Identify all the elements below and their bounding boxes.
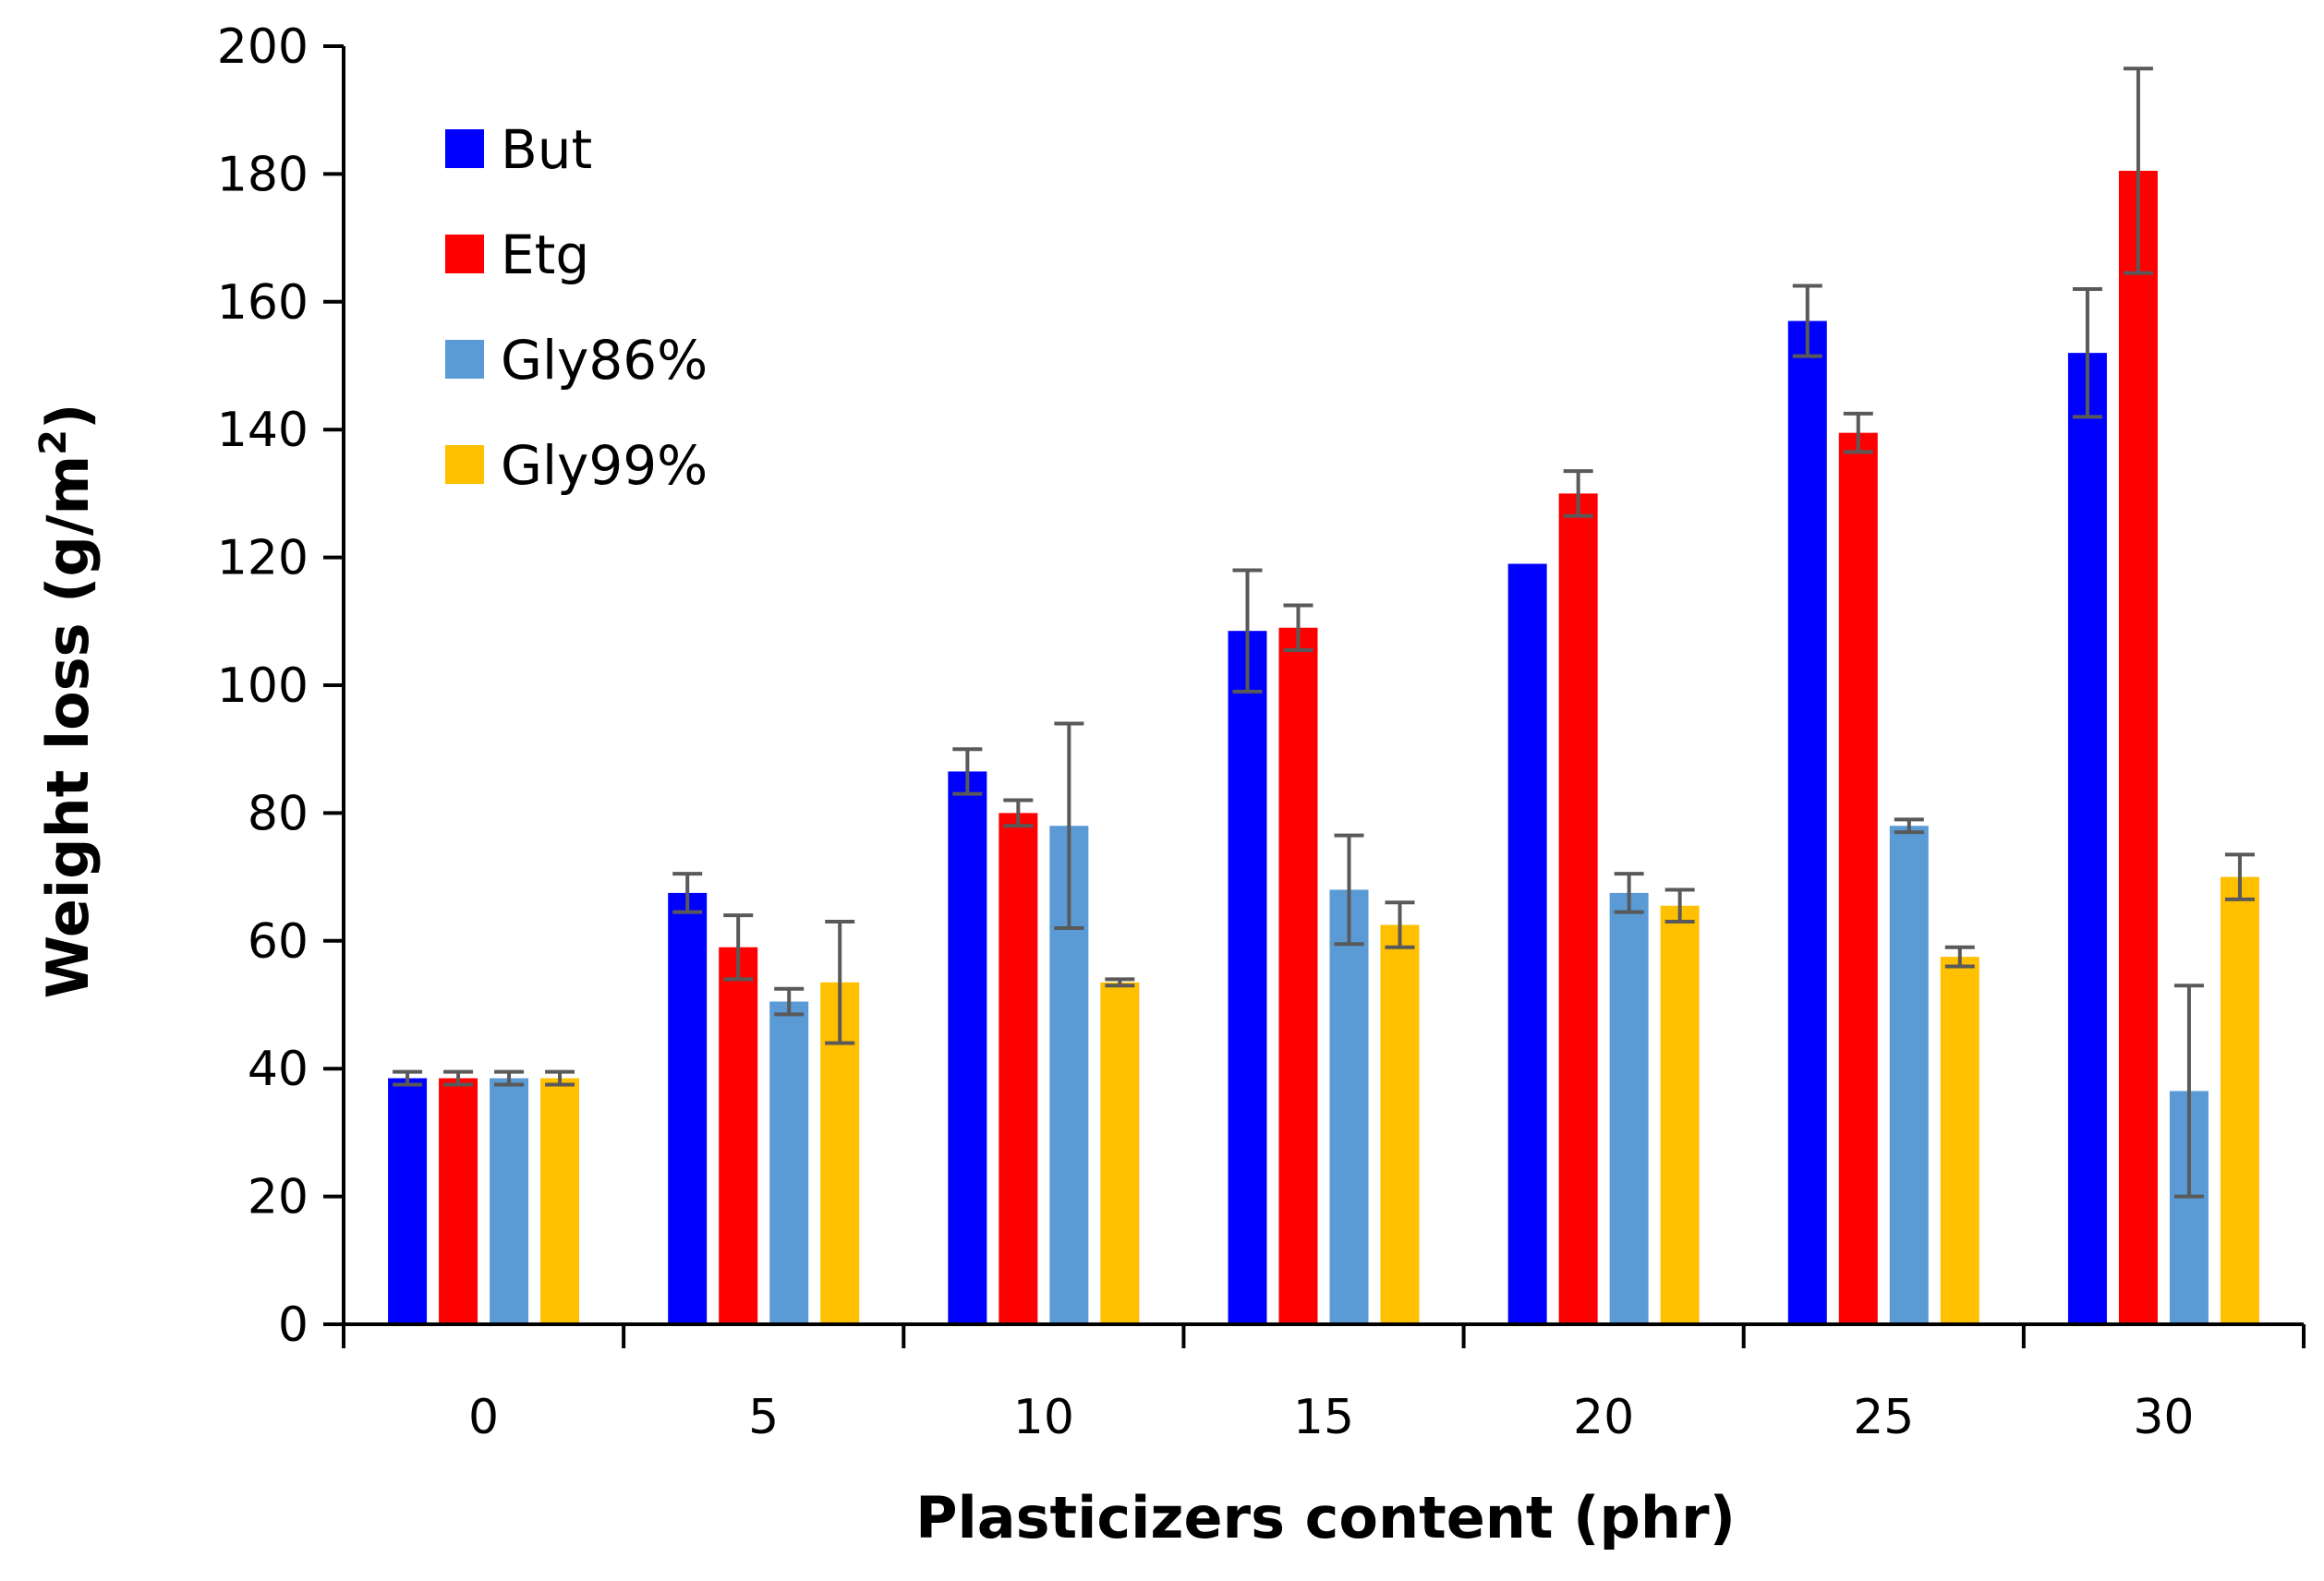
bar-gly86pct-25 bbox=[1889, 826, 1929, 1324]
y-axis-title: Weight loss (g/m2) bbox=[32, 404, 102, 999]
bar-gly86pct-5 bbox=[769, 1001, 809, 1324]
y-tick-label: 80 bbox=[248, 786, 309, 841]
legend-swatch-but bbox=[445, 129, 484, 168]
x-tick-label-30: 30 bbox=[2133, 1390, 2194, 1445]
error-bar-etg-25 bbox=[1843, 411, 1873, 454]
error-bar-gly86pct-15 bbox=[1334, 833, 1364, 947]
error-bar-gly86pct-10 bbox=[1054, 721, 1084, 930]
bar-etg-20 bbox=[1558, 493, 1598, 1324]
bar-gly99pct-30 bbox=[2220, 876, 2259, 1324]
legend-swatch-gly86pct bbox=[445, 340, 484, 379]
bar-but-5 bbox=[668, 892, 708, 1324]
bars-layer bbox=[388, 170, 2259, 1325]
x-tick-label-5: 5 bbox=[748, 1390, 779, 1445]
x-tick-label-20: 20 bbox=[1573, 1390, 1634, 1445]
error-bar-but-15 bbox=[1232, 568, 1263, 694]
error-bar-gly86pct-5 bbox=[774, 986, 805, 1017]
error-bar-etg-15 bbox=[1283, 603, 1313, 652]
error-bar-gly99pct-5 bbox=[825, 920, 855, 1045]
x-tick-label-10: 10 bbox=[1013, 1390, 1074, 1445]
error-bar-gly86pct-0 bbox=[494, 1069, 525, 1087]
error-bar-etg-20 bbox=[1563, 469, 1593, 518]
y-tick-label: 160 bbox=[217, 275, 309, 331]
x-axis-title: Plasticizers content (phr) bbox=[915, 1484, 1736, 1551]
bar-gly86pct-20 bbox=[1609, 892, 1649, 1324]
legend-label-but: But bbox=[501, 118, 592, 181]
x-tick-label-15: 15 bbox=[1293, 1390, 1354, 1445]
x-tick-label-25: 25 bbox=[1853, 1390, 1914, 1445]
bar-etg-5 bbox=[719, 947, 758, 1324]
error-bar-gly86pct-30 bbox=[2173, 984, 2204, 1199]
bar-gly99pct-25 bbox=[1940, 957, 1979, 1324]
y-tick-label: 20 bbox=[248, 1170, 309, 1225]
bar-etg-30 bbox=[2118, 170, 2158, 1325]
bar-etg-10 bbox=[999, 813, 1038, 1324]
error-bar-gly99pct-15 bbox=[1385, 900, 1415, 949]
bar-gly99pct-15 bbox=[1380, 924, 1420, 1324]
y-tick-label: 120 bbox=[217, 531, 309, 586]
error-bar-but-25 bbox=[1792, 284, 1822, 358]
bar-etg-0 bbox=[439, 1078, 478, 1324]
x-tick-label-0: 0 bbox=[468, 1390, 499, 1445]
bar-etg-15 bbox=[1278, 627, 1318, 1324]
y-tick-label: 200 bbox=[217, 19, 309, 75]
error-bar-etg-10 bbox=[1003, 798, 1034, 828]
error-bar-gly86pct-20 bbox=[1614, 872, 1644, 914]
y-tick-label: 100 bbox=[217, 658, 309, 714]
error-bar-gly99pct-0 bbox=[545, 1069, 575, 1087]
y-tick-label: 60 bbox=[248, 914, 309, 970]
error-bar-etg-30 bbox=[2123, 66, 2153, 275]
y-axis-title-superscript: 2 bbox=[32, 429, 75, 455]
bar-but-25 bbox=[1787, 320, 1827, 1324]
error-bar-gly99pct-10 bbox=[1105, 977, 1135, 988]
bar-but-20 bbox=[1507, 563, 1547, 1324]
y-tick-label: 140 bbox=[217, 403, 309, 458]
error-bar-etg-0 bbox=[443, 1069, 474, 1087]
y-tick-label: 40 bbox=[248, 1042, 309, 1097]
error-bar-gly99pct-30 bbox=[2224, 852, 2255, 901]
y-tick-label: 0 bbox=[278, 1297, 309, 1353]
legend-label-gly86pct: Gly86% bbox=[501, 329, 708, 392]
bar-gly99pct-20 bbox=[1660, 905, 1700, 1324]
legend-swatch-etg bbox=[445, 235, 484, 273]
bar-gly86pct-15 bbox=[1329, 889, 1369, 1324]
legend-swatch-gly99pct bbox=[445, 445, 484, 484]
error-bar-but-30 bbox=[2072, 286, 2102, 419]
y-axis-title-close: ) bbox=[34, 404, 102, 429]
y-tick-label: 180 bbox=[217, 147, 309, 202]
bar-gly99pct-10 bbox=[1100, 982, 1140, 1324]
error-bar-but-0 bbox=[393, 1069, 423, 1087]
legend-label-gly99pct: Gly99% bbox=[501, 434, 708, 497]
error-bar-but-10 bbox=[952, 747, 983, 796]
bar-gly86pct-0 bbox=[490, 1078, 529, 1324]
bar-gly99pct-0 bbox=[540, 1078, 580, 1324]
bar-etg-25 bbox=[1838, 432, 1878, 1324]
error-bar-gly99pct-20 bbox=[1664, 887, 1695, 924]
legend-label-etg: Etg bbox=[501, 223, 589, 286]
error-bar-gly86pct-25 bbox=[1894, 817, 1924, 835]
error-bars-layer bbox=[393, 66, 2255, 1199]
bar-but-15 bbox=[1228, 631, 1267, 1324]
bar-but-0 bbox=[388, 1078, 428, 1324]
bar-but-10 bbox=[948, 771, 987, 1324]
error-bar-gly99pct-25 bbox=[1944, 945, 1975, 969]
error-bar-but-5 bbox=[672, 872, 703, 914]
error-bar-etg-5 bbox=[723, 913, 754, 982]
axes-layer: 0 20 40 60 80 100 120 140 160 180 200 0 5 10 15 20 25 30 bbox=[217, 19, 2306, 1445]
legend: But Etg Gly86% Gly99% bbox=[445, 118, 708, 497]
y-axis-title-main: Weight loss (g/m bbox=[34, 455, 102, 998]
bar-but-30 bbox=[2067, 353, 2107, 1324]
